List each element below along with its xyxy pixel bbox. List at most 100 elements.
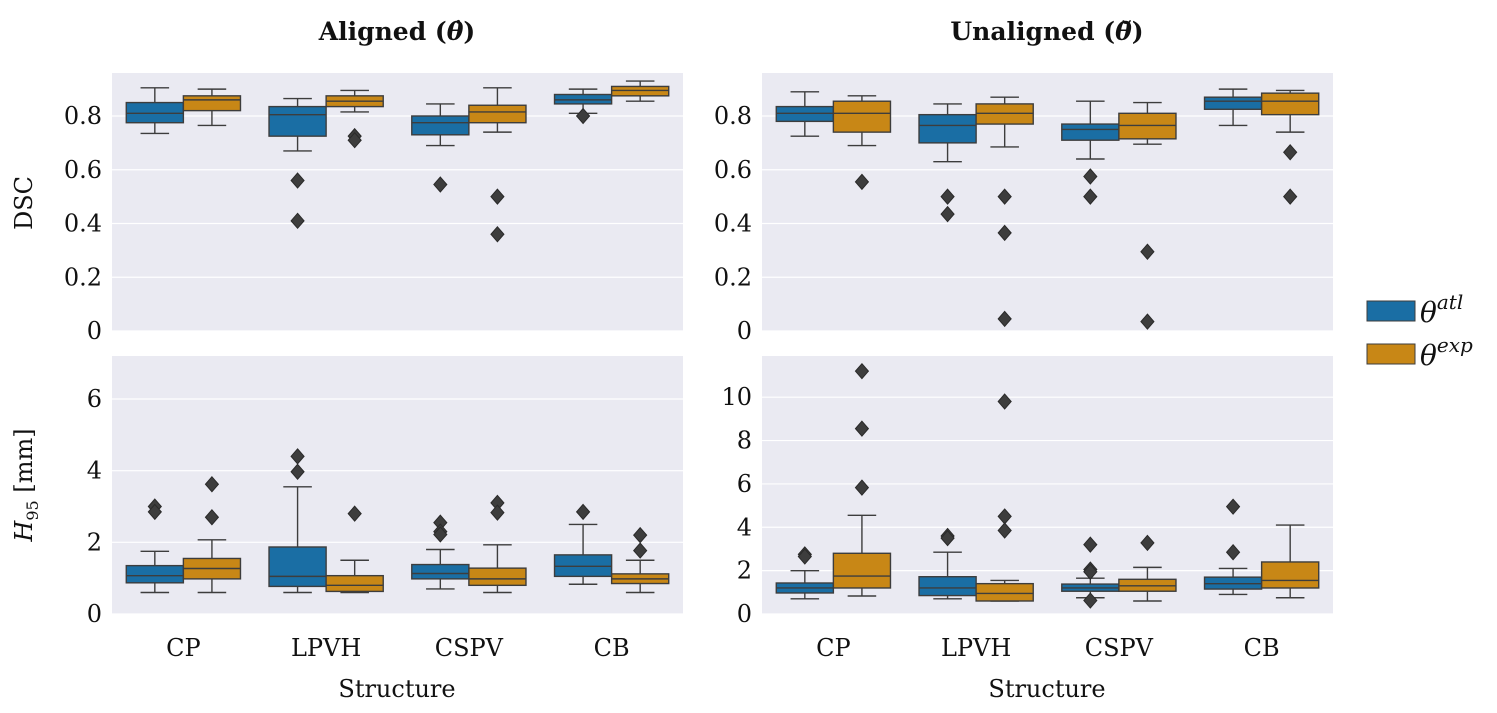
box-body (553, 554, 613, 578)
ytick-label: 4 (87, 457, 102, 485)
title-aligned-word: Aligned ( (318, 17, 447, 46)
outlier-point (147, 503, 162, 521)
outlier-point (1083, 536, 1098, 553)
ylabel-dsc: DSC (10, 176, 38, 230)
box-CSPV-atl (1061, 536, 1120, 609)
legend-label-exp: θexp (1420, 333, 1473, 372)
box-body (411, 115, 470, 136)
outlier-point (997, 310, 1012, 328)
box-CB-exp (1260, 524, 1320, 599)
outlier-point (347, 505, 362, 522)
box-body (832, 552, 892, 589)
ytick-label: 0 (87, 600, 102, 628)
box-body (918, 113, 977, 144)
ytick-label: 0 (87, 317, 102, 345)
ytick-label: 6 (87, 385, 102, 413)
box-CB-exp (610, 80, 670, 102)
box-LPVH-atl (918, 527, 977, 600)
outlier-point (940, 529, 955, 547)
outlier-point (633, 542, 648, 559)
title-aligned: Aligned (θ̇) (318, 17, 476, 46)
outlier-point (940, 188, 955, 205)
legend-swatch-exp (1366, 343, 1416, 365)
box-CB-exp (1260, 89, 1320, 205)
box-CB-exp (610, 526, 670, 594)
outlier-point (1283, 188, 1298, 205)
xtick-label: CB (1244, 634, 1280, 662)
box-LPVH-exp (975, 393, 1034, 602)
box-body (125, 564, 185, 584)
ytick-label: 0.6 (64, 156, 102, 184)
box-CP-atl (775, 546, 835, 600)
box-body (468, 104, 527, 124)
ytick-label: 10 (721, 383, 752, 411)
outlier-point (290, 463, 305, 480)
outlier-point (1083, 168, 1098, 185)
box-LPVH-atl (268, 97, 327, 230)
xtick-label: LPVH (941, 634, 1011, 662)
ytick-label: 4 (737, 513, 752, 541)
outlier-point (797, 548, 812, 565)
box-CSPV-atl (411, 103, 470, 193)
outlier-point (433, 526, 448, 543)
legend: θatl θexp (1366, 290, 1473, 372)
box-CP-exp (832, 362, 892, 597)
box-body (1203, 96, 1263, 110)
box-body (1061, 123, 1120, 141)
box-CB-atl (553, 503, 613, 585)
box-CP-atl (125, 498, 185, 594)
xtick-label: CP (166, 634, 201, 662)
xlabel-aligned: Structure (338, 675, 455, 703)
panel-unaligned-h95: 0 2 4 6 8 10 CP LPVH CSPV CB (721, 356, 1333, 662)
panel-background (112, 73, 683, 331)
box-body (325, 574, 384, 593)
outlier-point (1225, 498, 1241, 515)
outlier-point (997, 522, 1012, 539)
outlier-point (940, 205, 955, 223)
ytick-label: 0.6 (714, 156, 752, 184)
box-body (975, 582, 1034, 602)
title-unaligned-word: Unaligned ( (950, 17, 1115, 46)
ytick-label: 0 (737, 600, 752, 628)
outlier-point (290, 212, 305, 230)
outlier-point (490, 226, 505, 243)
box-CSPV-exp (468, 494, 527, 594)
ytick-label: 2 (737, 557, 752, 585)
xtick-label: CSPV (435, 634, 504, 662)
outlier-point (997, 188, 1012, 205)
box-body (918, 576, 977, 597)
box-body (182, 95, 242, 112)
outlier-point (997, 393, 1012, 410)
box-CB-atl (1203, 498, 1263, 596)
box-CSPV-exp (1118, 101, 1177, 330)
legend-label-atl: θatl (1420, 290, 1463, 329)
outlier-point (490, 504, 505, 521)
legend-swatch-atl (1366, 300, 1416, 322)
box-LPVH-atl (918, 103, 977, 223)
box-CP-exp (832, 95, 892, 191)
box-body (268, 546, 327, 588)
box-body (1260, 561, 1320, 589)
panel-aligned-h95: 0 2 4 6 CP LPVH CSPV CB (87, 356, 683, 662)
box-body (411, 563, 470, 580)
ytick-label: 0.8 (714, 102, 752, 130)
box-body (832, 100, 892, 133)
xtick-label: CP (816, 634, 851, 662)
outlier-point (854, 362, 870, 380)
outlier-point (433, 176, 448, 193)
outlier-point (1140, 243, 1155, 260)
box-CP-atl (125, 87, 185, 135)
outlier-point (1083, 592, 1098, 609)
box-CB-atl (553, 88, 613, 125)
outlier-point (347, 131, 362, 149)
ytick-label: 0.2 (714, 263, 752, 291)
outlier-point (997, 224, 1012, 242)
panels: 0 0.2 0.4 0.6 0.8 0 0.2 0.4 0.6 0.8 0 2 4 6 CP LPVH CSPV… (64, 73, 1333, 662)
box-LPVH-exp (325, 505, 384, 594)
outlier-point (575, 107, 591, 125)
box-CP-exp (182, 476, 242, 594)
title-unaligned-symbol: θ̆ (1115, 17, 1132, 46)
ytick-label: 0.4 (714, 210, 752, 238)
outlier-point (575, 503, 591, 521)
xtick-label: CSPV (1085, 634, 1154, 662)
